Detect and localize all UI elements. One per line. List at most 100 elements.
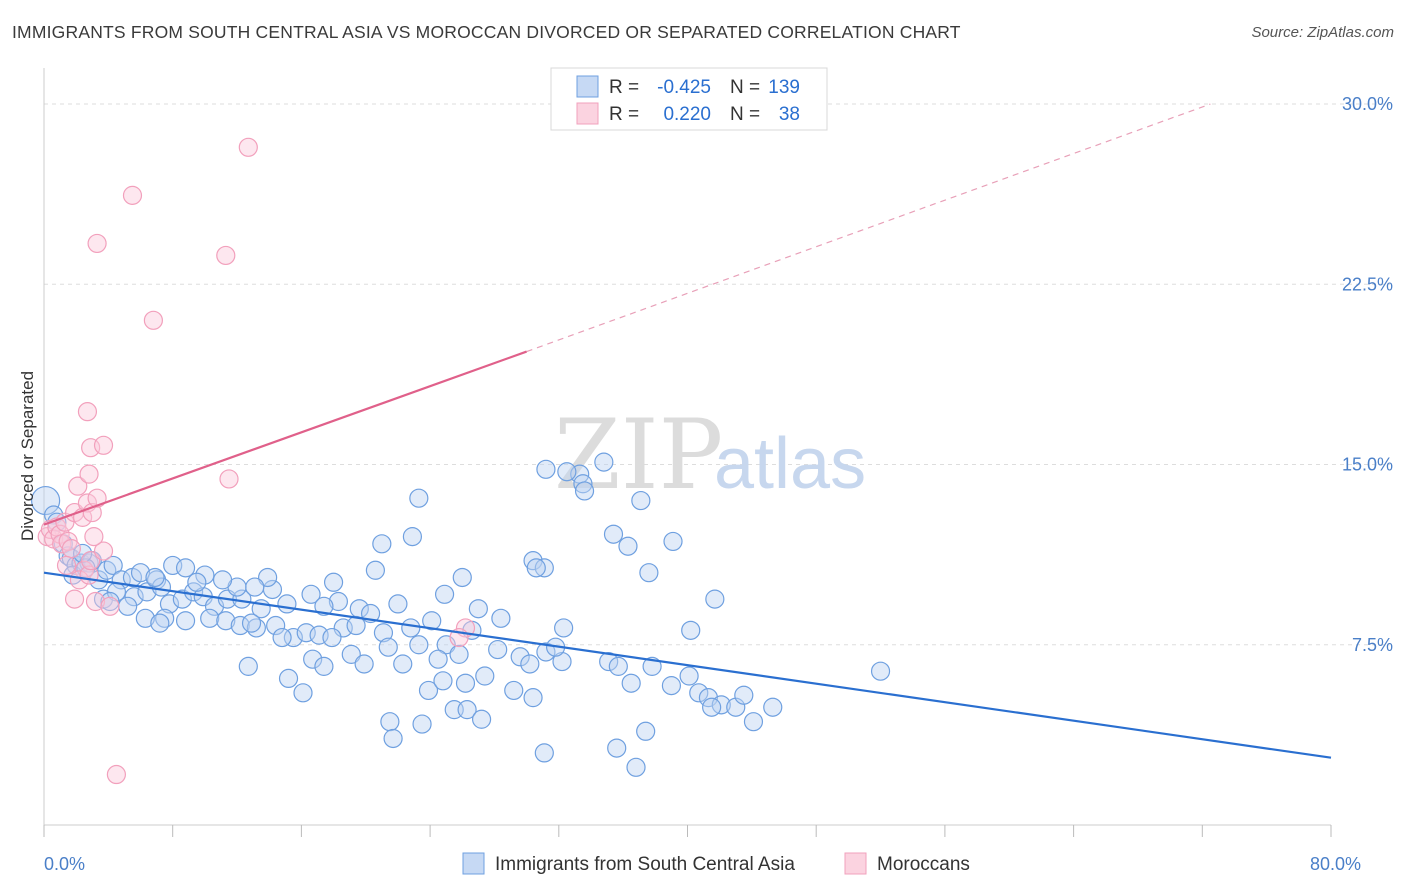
- immigrants-point: [743, 712, 764, 732]
- immigrants-point: [401, 618, 421, 638]
- y-tick-label-1: 15.0%: [1342, 455, 1393, 475]
- immigrants-point: [238, 656, 258, 676]
- moroccans-point: [93, 435, 114, 455]
- immigrants-point: [422, 611, 442, 631]
- immigrants-point: [449, 644, 469, 664]
- immigrants-point: [283, 627, 303, 648]
- immigrants-point: [172, 589, 192, 609]
- axes: [43, 68, 1332, 837]
- legend-r-label-2: R =: [609, 104, 639, 125]
- watermark-atlas: atlas: [714, 424, 866, 504]
- immigrants-point: [520, 654, 540, 674]
- immigrants-point: [457, 700, 477, 720]
- immigrants-point: [663, 531, 683, 552]
- legend-n-value-2: 38: [779, 104, 800, 125]
- immigrants-point: [621, 673, 641, 693]
- immigrants-point: [608, 656, 628, 676]
- x-tick-label-0: 0.0%: [44, 854, 85, 874]
- immigrants-point: [354, 654, 374, 674]
- y-tick-label-3: 30.0%: [1342, 94, 1393, 114]
- immigrants-point: [151, 577, 172, 597]
- immigrants-point: [870, 661, 891, 681]
- legend-r-value-1: -0.425: [657, 77, 711, 98]
- moroccans-point: [100, 596, 120, 616]
- immigrants-point: [293, 683, 313, 703]
- immigrants-point: [418, 680, 439, 701]
- immigrants-point: [475, 666, 495, 686]
- immigrants-point: [689, 683, 709, 703]
- immigrants-point: [642, 656, 662, 676]
- immigrants-point: [603, 524, 624, 544]
- immigrants-point: [504, 680, 524, 701]
- immigrants-point: [554, 618, 574, 638]
- immigrants-point: [488, 639, 508, 660]
- immigrants-point: [409, 488, 429, 508]
- moroccans-point: [122, 185, 143, 205]
- moroccans-point: [61, 539, 81, 559]
- chart-title: IMMIGRANTS FROM SOUTH CENTRAL ASIA VS MO…: [12, 22, 961, 42]
- trend-lines: [43, 103, 1332, 759]
- moroccans-point: [84, 527, 104, 547]
- immigrants-point: [574, 481, 595, 501]
- immigrants-point: [573, 474, 593, 494]
- immigrants-point: [241, 613, 262, 633]
- immigrants-point: [599, 651, 619, 672]
- immigrants-point: [365, 560, 386, 580]
- immigrants-point: [594, 452, 614, 472]
- immigrants-point: [322, 627, 342, 648]
- immigrants-point: [471, 709, 492, 729]
- moroccans-point: [64, 589, 85, 609]
- y-tick-labels: 7.5% 15.0% 22.5% 30.0%: [1342, 94, 1393, 655]
- immigrants-point: [31, 485, 61, 516]
- x-tick-label-1: 80.0%: [1310, 854, 1361, 874]
- immigrants-point: [534, 743, 554, 763]
- moroccans-point: [87, 233, 107, 254]
- immigrants-point: [468, 599, 488, 619]
- immigrants-point: [258, 567, 278, 588]
- correlation-legend: R = -0.425 N = 139 R = 0.220 N = 38: [550, 67, 828, 131]
- x-tick-labels: 0.0% 80.0%: [44, 854, 1361, 874]
- immigrants-point: [626, 757, 646, 777]
- moroccans-point: [93, 541, 114, 561]
- immigrants-point: [734, 685, 754, 705]
- moroccans-trend-line: [43, 350, 527, 526]
- immigrants-point: [266, 615, 286, 636]
- immigrants-point: [679, 666, 699, 686]
- immigrants-point: [200, 608, 220, 628]
- grid-lines: [44, 103, 1390, 646]
- moroccans-point: [238, 137, 258, 157]
- series-moroccans-points: [37, 137, 476, 785]
- immigrants-point: [428, 649, 448, 669]
- immigrants-point: [130, 563, 151, 583]
- immigrants-point: [341, 644, 361, 664]
- source-credit: Source: ZipAtlas.com: [1251, 24, 1394, 41]
- moroccans-point: [56, 555, 77, 576]
- immigrants-point: [378, 637, 398, 657]
- immigrants-point: [763, 697, 783, 717]
- immigrants-point: [314, 596, 334, 616]
- immigrants-point: [230, 615, 250, 636]
- legend-n-label-2: N =: [730, 104, 760, 125]
- moroccans-point: [219, 469, 239, 489]
- immigrants-point: [73, 543, 93, 564]
- immigrants-point: [124, 587, 144, 607]
- immigrants-point: [434, 584, 455, 604]
- immigrants-point: [278, 668, 299, 689]
- immigrants-point: [159, 594, 180, 614]
- immigrants-point: [103, 555, 123, 576]
- y-axis-label: Divorced or Separated: [18, 371, 37, 541]
- moroccans-point: [50, 524, 70, 544]
- immigrants-point: [412, 714, 432, 734]
- immigrants-point: [393, 654, 413, 674]
- y-tick-label-0: 7.5%: [1352, 635, 1393, 655]
- moroccans-point: [79, 464, 99, 484]
- immigrants-point: [491, 608, 511, 628]
- immigrants-point: [301, 584, 321, 604]
- immigrants-point: [277, 594, 297, 614]
- legend-r-value-2: 0.220: [663, 104, 711, 125]
- moroccans-trend-extension: [526, 103, 1211, 353]
- immigrants-point: [383, 728, 403, 749]
- moroccans-point: [77, 402, 98, 422]
- immigrants-trend-line: [43, 571, 1332, 759]
- immigrants-point: [639, 563, 659, 583]
